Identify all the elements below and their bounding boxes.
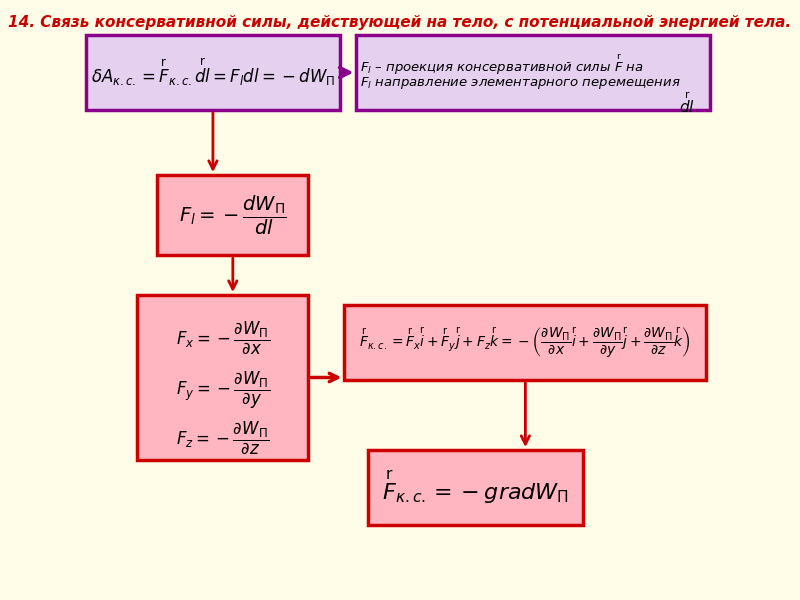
FancyBboxPatch shape: [368, 450, 583, 525]
Text: $F_z = -\dfrac{\partial W_{\Pi}}{\partial z}$: $F_z = -\dfrac{\partial W_{\Pi}}{\partia…: [176, 420, 270, 457]
Text: 14. Связь консервативной силы, действующей на тело, с потенциальной энергией тел: 14. Связь консервативной силы, действующ…: [9, 15, 791, 30]
Text: $F_l$ – проекция консервативной силы $\overset{\mathsf{r}}{F}$ на: $F_l$ – проекция консервативной силы $\o…: [360, 53, 644, 77]
Text: $F_l = -\dfrac{dW_{\Pi}}{dl}$: $F_l = -\dfrac{dW_{\Pi}}{dl}$: [179, 193, 286, 236]
Text: $\delta A_{\kappa.c.} = \overset{\mathsf{r}}{F}_{\kappa.c.}\overset{\mathsf{r}}{: $\delta A_{\kappa.c.} = \overset{\mathsf…: [90, 56, 335, 88]
FancyBboxPatch shape: [356, 35, 710, 110]
FancyBboxPatch shape: [138, 295, 309, 460]
Text: $F_l$ направление элементарного перемещения: $F_l$ направление элементарного перемеще…: [360, 75, 681, 91]
FancyBboxPatch shape: [86, 35, 340, 110]
Text: $\overset{\mathsf{r}}{F}_{\kappa.c.} = \overset{\mathsf{r}}{F}_x\overset{\mathsf: $\overset{\mathsf{r}}{F}_{\kappa.c.} = \…: [359, 325, 691, 360]
Text: $\overset{\mathsf{r}}{dl}$: $\overset{\mathsf{r}}{dl}$: [678, 90, 694, 116]
FancyBboxPatch shape: [344, 305, 706, 380]
Text: $F_y = -\dfrac{\partial W_{\Pi}}{\partial y}$: $F_y = -\dfrac{\partial W_{\Pi}}{\partia…: [176, 370, 270, 411]
Text: $F_x = -\dfrac{\partial W_{\Pi}}{\partial x}$: $F_x = -\dfrac{\partial W_{\Pi}}{\partia…: [176, 320, 270, 356]
Text: $\overset{\mathsf{r}}{F}_{\kappa.c.} = -gradW_{\Pi}$: $\overset{\mathsf{r}}{F}_{\kappa.c.} = -…: [382, 469, 569, 506]
FancyBboxPatch shape: [157, 175, 309, 255]
